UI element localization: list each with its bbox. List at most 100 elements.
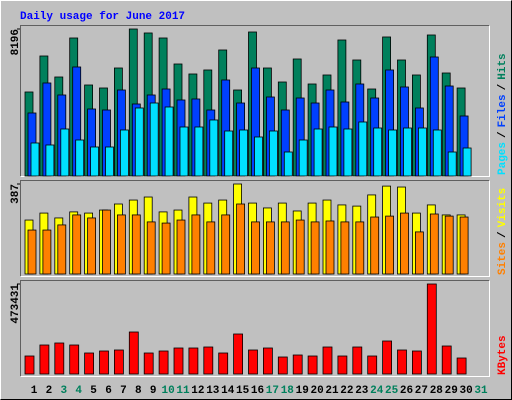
x-tick-label: 26 (400, 385, 413, 397)
bar (429, 213, 439, 275)
x-tick-label: 27 (415, 385, 428, 397)
x-tick-label: 16 (251, 385, 264, 397)
x-tick-label: 10 (161, 385, 174, 397)
bar (367, 355, 378, 375)
legend-entry: Visits (497, 188, 509, 228)
bar (277, 356, 288, 375)
bar (373, 127, 383, 177)
bar (265, 221, 275, 275)
bar (268, 130, 278, 177)
bar (337, 355, 348, 375)
bar (131, 214, 141, 275)
legend: KBytes (497, 335, 509, 375)
bar (30, 142, 40, 177)
bar (188, 347, 199, 375)
panel-bevel-dark (20, 25, 490, 177)
bar (280, 221, 290, 275)
x-tick-label: 7 (120, 385, 127, 397)
bar (203, 346, 214, 375)
bar (164, 106, 174, 177)
legend: Sites / Visits (497, 188, 509, 275)
bar (173, 347, 184, 375)
bar (310, 221, 320, 275)
x-tick-label: 23 (355, 385, 369, 397)
x-tick-label: 4 (75, 385, 82, 397)
bar (262, 347, 273, 375)
x-tick-label: 31 (474, 385, 488, 397)
bar (248, 349, 258, 375)
bar (206, 221, 216, 275)
x-tick-label: 30 (459, 385, 472, 397)
bar (397, 349, 407, 375)
legend-entry: Sites (497, 242, 509, 275)
bar (39, 344, 50, 375)
bar (102, 209, 111, 275)
bar (441, 345, 452, 375)
legend: Pages / Files / Hits (497, 53, 509, 175)
bar (42, 229, 52, 275)
bar (158, 350, 169, 375)
bar (388, 129, 398, 177)
bar (57, 224, 67, 275)
bar (90, 146, 99, 177)
panel-bevel-light (20, 180, 490, 277)
bar (99, 350, 109, 375)
bar (283, 151, 293, 177)
x-tick-label: 8 (135, 385, 142, 397)
panel-bevel-dark (20, 280, 490, 377)
bar (414, 231, 424, 275)
bar (307, 355, 318, 375)
bar (340, 221, 350, 275)
x-tick-label: 13 (206, 385, 220, 397)
x-tick-label: 21 (325, 385, 339, 397)
bar (60, 128, 70, 177)
bar (161, 222, 171, 275)
x-tick-label: 3 (60, 385, 67, 397)
bar (45, 144, 55, 177)
bar (411, 350, 422, 375)
x-tick-label: 24 (370, 385, 384, 397)
bar (69, 344, 80, 375)
bar (27, 229, 37, 275)
bar (444, 215, 454, 275)
bar (426, 283, 437, 375)
bar (400, 212, 409, 275)
bar (24, 355, 35, 375)
bar (87, 217, 96, 275)
legend-entry: KBytes (497, 335, 509, 375)
legend-separator: / (497, 131, 509, 138)
x-tick-label: 9 (150, 385, 157, 397)
bar (403, 127, 412, 177)
bar (313, 128, 323, 177)
bar (298, 139, 308, 177)
x-tick-label: 5 (90, 385, 97, 397)
panel-bevel-dark (20, 180, 490, 277)
bar (143, 352, 154, 375)
bar (370, 216, 380, 275)
y-tick-label: 387 (10, 184, 22, 204)
bar (194, 126, 204, 177)
bar (224, 130, 234, 177)
bar (322, 346, 333, 375)
bar (218, 352, 229, 375)
bar (358, 121, 368, 177)
bar (75, 139, 85, 177)
legend-entry: Files (497, 94, 509, 127)
bar (179, 126, 189, 177)
panel-bevel-light (20, 25, 490, 177)
bar (251, 221, 260, 275)
bar (176, 219, 186, 275)
bar (146, 221, 156, 275)
x-tick-label: 11 (176, 385, 190, 397)
bar (209, 119, 219, 177)
x-tick-label: 19 (296, 385, 309, 397)
bar (221, 214, 231, 275)
bar (432, 129, 442, 177)
bar (292, 354, 303, 375)
bar (54, 342, 65, 375)
bar (84, 352, 94, 375)
x-tick-label: 14 (221, 385, 235, 397)
bar (120, 129, 129, 177)
bar (456, 357, 467, 375)
x-tick-label: 18 (281, 385, 295, 397)
